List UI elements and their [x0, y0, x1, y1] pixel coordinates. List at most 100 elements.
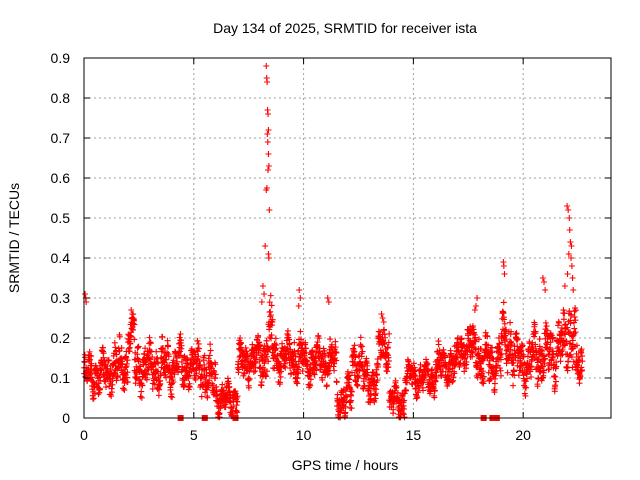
data-point: [286, 340, 293, 347]
data-point: [516, 363, 523, 370]
data-point: [372, 395, 379, 402]
data-point: [576, 357, 583, 364]
data-point: [312, 358, 319, 365]
data-point: [524, 375, 531, 382]
data-point: [325, 299, 332, 305]
data-point: [544, 327, 551, 334]
data-point: [411, 371, 418, 378]
data-point: [561, 342, 568, 349]
data-point: [124, 378, 131, 385]
data-point: [257, 341, 264, 348]
data-point: [469, 353, 476, 360]
data-point: [194, 338, 201, 345]
data-point: [461, 368, 468, 375]
data-point: [96, 372, 103, 379]
data-point: [155, 392, 162, 399]
data-point: [236, 354, 243, 361]
data-point: [354, 382, 361, 389]
y-axis-ticks: 0 0.1 0.2 0.3 0.4 0.5 0.6 0.7 0.8 0.9: [51, 50, 611, 426]
data-point: [404, 379, 411, 386]
data-point: [449, 378, 456, 385]
data-point: [198, 393, 205, 400]
data-point: [131, 321, 138, 328]
data-point: [90, 396, 97, 403]
data-point: [295, 370, 302, 377]
data-point: [549, 334, 556, 341]
data-point: [139, 382, 146, 389]
data-point: [519, 342, 526, 349]
data-point: [372, 382, 379, 389]
data-point: [128, 325, 135, 332]
data-point: [114, 373, 121, 380]
data-point: [297, 328, 304, 335]
data-point: [390, 406, 397, 413]
data-point: [217, 402, 224, 409]
data-point: [269, 316, 276, 323]
data-point: [541, 279, 548, 285]
data-point: [88, 366, 95, 373]
data-point: [536, 336, 543, 343]
data-point: [382, 334, 389, 341]
data-point: [463, 358, 470, 365]
data-point: [258, 379, 265, 386]
data-point: [216, 414, 223, 421]
data-point: [230, 403, 237, 410]
data-point: [374, 377, 381, 384]
x-axis-label: GPS time / hours: [292, 457, 399, 473]
data-point: [165, 353, 172, 360]
data-point: [540, 367, 547, 374]
data-point: [568, 263, 575, 269]
data-point: [381, 341, 388, 348]
data-point: [471, 307, 478, 313]
data-point: [316, 335, 323, 342]
data-point: [164, 349, 171, 356]
data-point: [266, 207, 273, 213]
data-point: [265, 255, 272, 261]
data-point: [319, 376, 326, 383]
data-point: [88, 353, 95, 360]
data-point: [234, 409, 241, 416]
data-point: [496, 340, 503, 347]
data-point: [153, 356, 160, 363]
x-axis-ticks: 0 5 10 15 20: [80, 58, 531, 443]
data-point: [177, 331, 184, 337]
data-point: [576, 380, 583, 387]
data-point: [480, 368, 487, 375]
data-point: [528, 364, 535, 371]
data-point: [542, 319, 549, 326]
y-tick-label: 0.4: [51, 250, 71, 266]
data-point: [450, 374, 457, 381]
data-point: [364, 362, 371, 369]
data-point: [219, 381, 226, 388]
data-point: [265, 163, 272, 169]
data-point: [102, 384, 109, 391]
data-point: [351, 342, 358, 349]
data-point: [573, 350, 580, 357]
data-point: [432, 378, 439, 385]
data-point: [528, 374, 535, 381]
data-point: [568, 243, 575, 249]
data-point: [352, 354, 359, 361]
data-point: [160, 345, 167, 352]
data-point: [120, 385, 127, 392]
data-point: [384, 344, 391, 351]
data-point: [492, 358, 499, 365]
plot-frame: [83, 57, 612, 419]
data-point: [227, 399, 234, 406]
data-point: [108, 393, 115, 400]
data-point: [534, 383, 541, 390]
data-point: [146, 355, 153, 362]
data-point: [246, 375, 253, 382]
data-point: [378, 311, 385, 317]
data-point: [361, 367, 368, 374]
data-point: [527, 368, 534, 375]
data-point: [523, 384, 530, 391]
data-point: [265, 167, 272, 173]
data-point: [323, 382, 330, 389]
data-point: [138, 394, 145, 401]
data-point: [358, 343, 365, 350]
data-point: [264, 368, 270, 375]
data-point: [267, 292, 274, 299]
data-point: [567, 340, 574, 347]
data-point: [480, 373, 487, 380]
